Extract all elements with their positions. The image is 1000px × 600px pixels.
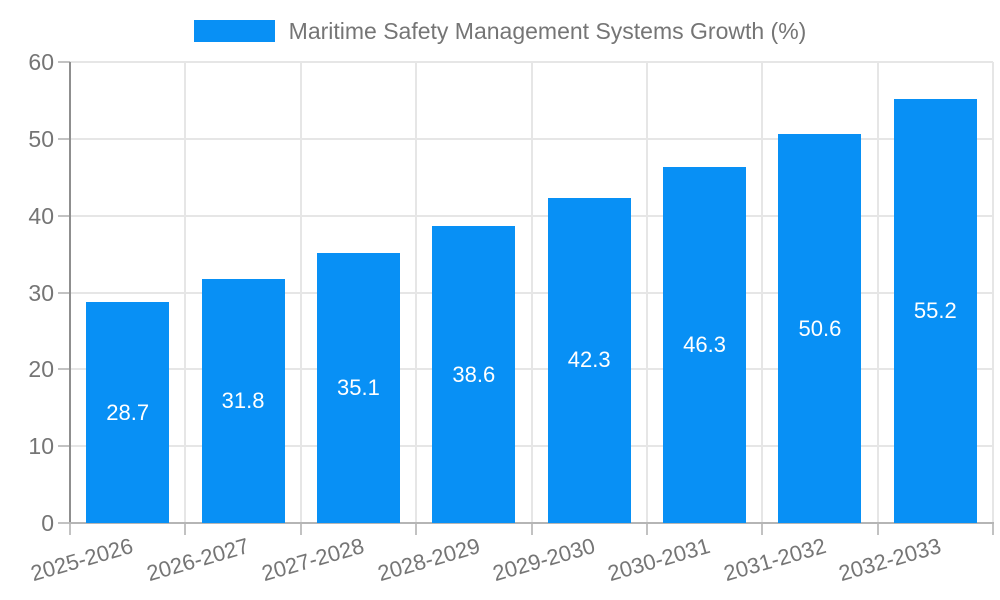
gridline-vertical	[415, 62, 418, 523]
bar-value-label: 38.6	[452, 361, 496, 387]
x-axis-tick	[530, 523, 533, 535]
x-axis-tick	[992, 523, 994, 535]
bar-2028-2029[interactable]: 38.6	[432, 226, 516, 523]
x-axis-tick	[69, 523, 71, 535]
y-axis-label: 20	[28, 356, 54, 383]
x-axis-tick	[645, 523, 648, 535]
bar-value-label: 46.3	[683, 332, 726, 358]
bar-2031-2032[interactable]: 50.6	[778, 134, 862, 523]
bar-value-label: 28.7	[106, 399, 150, 425]
x-axis-label: 2025-2026	[28, 533, 137, 587]
x-axis-label: 2028-2029	[374, 533, 483, 587]
legend-swatch	[193, 20, 275, 42]
gridline-vertical	[876, 62, 879, 523]
bar-2029-2030[interactable]: 42.3	[547, 197, 631, 523]
x-axis-label: 2029-2030	[489, 533, 598, 587]
x-axis-label: 2030-2031	[605, 533, 714, 587]
bar-2030-2031[interactable]: 46.3	[663, 167, 747, 523]
y-axis-tick	[58, 214, 70, 217]
gridline-vertical	[299, 62, 302, 523]
y-axis-tick	[58, 137, 70, 140]
bar-value-label: 55.2	[913, 297, 957, 323]
y-axis-tick	[58, 445, 70, 448]
bar-value-label: 31.8	[221, 387, 265, 413]
y-axis-label: 0	[41, 510, 54, 536]
y-axis-label: 50	[28, 125, 54, 152]
x-axis-tick	[299, 523, 302, 535]
bar-value-label: 42.3	[567, 347, 611, 373]
x-axis-line	[69, 522, 994, 524]
bar-2026-2027[interactable]: 31.8	[201, 278, 285, 523]
gridline-vertical	[992, 62, 994, 523]
x-axis-label: 2027-2028	[259, 533, 368, 587]
gridline-vertical	[761, 62, 764, 523]
y-axis-label: 30	[28, 279, 54, 306]
gridline-vertical	[645, 62, 648, 523]
legend[interactable]: Maritime Safety Management Systems Growt…	[0, 18, 1000, 44]
bar-2032-2033[interactable]: 55.2	[893, 98, 977, 523]
x-axis-tick	[184, 523, 187, 535]
legend-label: Maritime Safety Management Systems Growt…	[288, 18, 807, 44]
x-axis-tick	[761, 523, 764, 535]
bar-2027-2028[interactable]: 35.1	[316, 253, 400, 523]
y-axis-label: 60	[28, 49, 54, 75]
y-axis-tick	[58, 368, 70, 371]
y-axis-tick	[58, 291, 70, 294]
y-axis-line	[69, 62, 71, 523]
y-axis-tick	[58, 522, 70, 524]
gridline-vertical	[184, 62, 187, 523]
bar-value-label: 35.1	[337, 375, 380, 401]
x-axis-tick	[876, 523, 879, 535]
y-axis-label: 10	[28, 433, 54, 460]
bar-value-label: 50.6	[798, 315, 842, 341]
y-axis-label: 40	[28, 202, 54, 229]
x-axis-label: 2026-2027	[143, 533, 252, 587]
y-axis-tick	[58, 61, 70, 63]
x-axis-label: 2032-2033	[835, 533, 944, 587]
gridline-vertical	[530, 62, 533, 523]
bar-2025-2026[interactable]: 28.7	[86, 302, 170, 523]
x-axis-tick	[415, 523, 418, 535]
x-axis-label: 2031-2032	[720, 533, 829, 587]
